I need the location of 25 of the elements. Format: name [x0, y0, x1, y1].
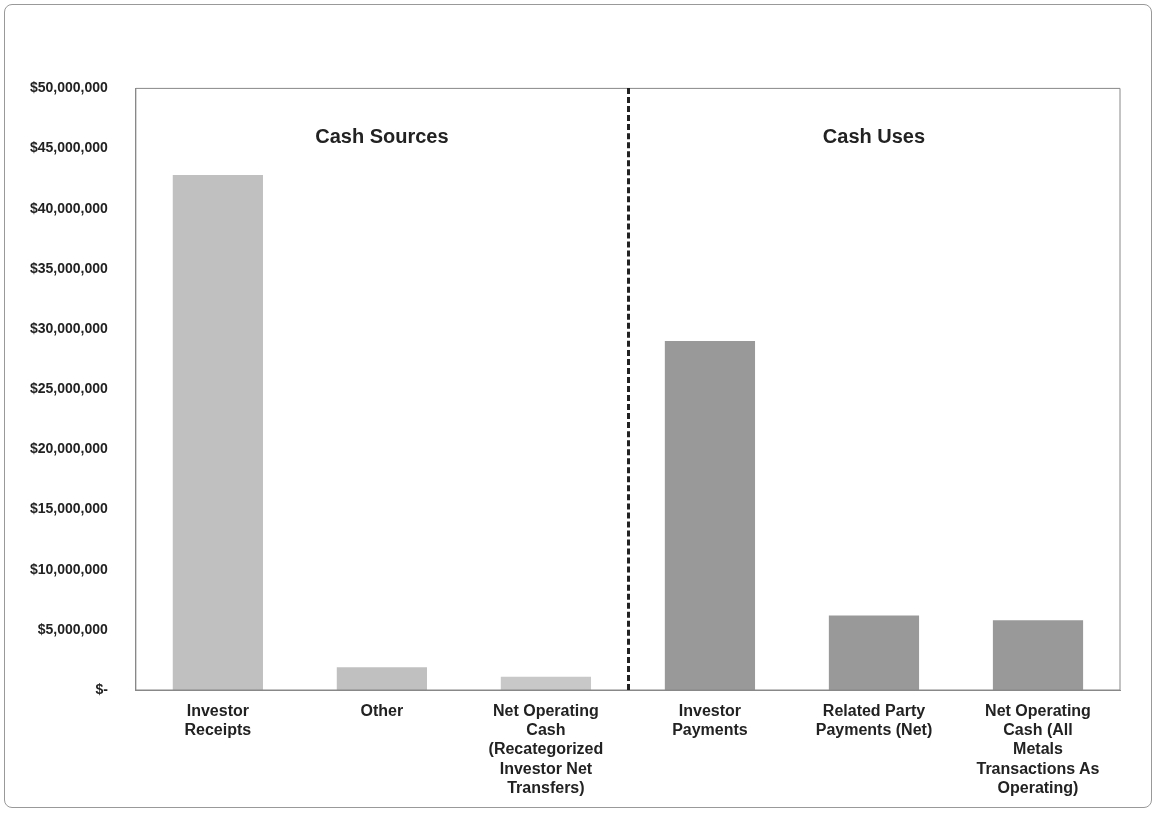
- bar: [336, 667, 427, 690]
- y-tick-label: $25,000,000: [30, 380, 109, 397]
- annotation: Cash Uses: [822, 125, 926, 148]
- y-tick-label: $50,000,000: [30, 79, 109, 96]
- x-tick-label: Investor Receipts: [184, 702, 252, 739]
- x-tick-label: Other: [360, 702, 404, 720]
- y-tick-label: $5,000,000: [37, 620, 109, 637]
- y-tick-label: $15,000,000: [30, 500, 109, 517]
- y-tick-label: $35,000,000: [30, 259, 109, 276]
- y-tick-label: $40,000,000: [30, 199, 109, 216]
- y-tick-label: $45,000,000: [30, 139, 109, 156]
- y-tick-label: $30,000,000: [30, 319, 109, 336]
- x-tick-label: Net Operating Cash (All Metals Transactions As Operating): [976, 702, 1100, 796]
- y-tick-label: $-: [95, 680, 109, 697]
- bar: [664, 341, 756, 690]
- x-tick-label: Related Party Payments (Net): [815, 702, 933, 739]
- x-tick-label: Net Operating Cash (Recategorized Investor Net Transfers): [488, 702, 604, 796]
- y-tick-label: $20,000,000: [30, 440, 109, 457]
- annotation: Cash Sources: [315, 125, 449, 148]
- x-tick-label: Investor Payments: [672, 702, 748, 739]
- bar: [500, 676, 592, 690]
- bar: [172, 175, 263, 690]
- y-tick-label: $10,000,000: [30, 560, 109, 577]
- bar: [828, 615, 920, 690]
- bar: [992, 620, 1084, 690]
